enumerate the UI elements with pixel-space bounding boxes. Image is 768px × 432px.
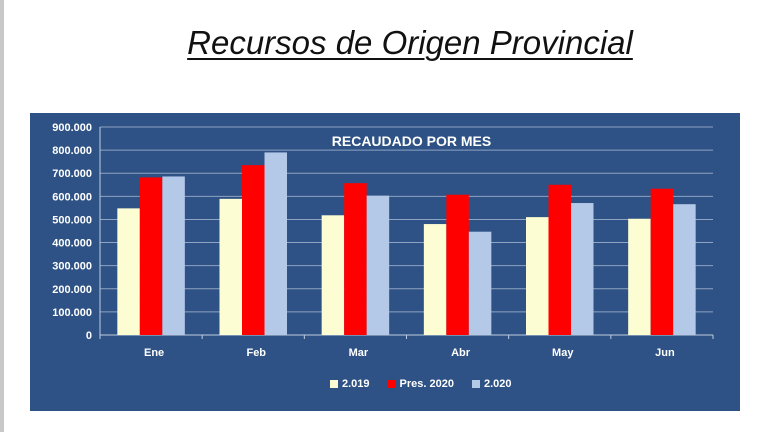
y-tick-label: 700.000: [52, 168, 92, 180]
bar-jun-series-0: [628, 218, 651, 335]
bar-mar-series-1: [344, 183, 367, 335]
y-tick-label: 800.000: [52, 145, 92, 157]
legend-item-2019: 2.019: [330, 378, 370, 390]
chart-title: RECAUDADO POR MES: [331, 133, 492, 149]
bar-jun-series-2: [673, 204, 696, 335]
window-left-edge: [0, 0, 4, 432]
bar-may-series-2: [571, 203, 594, 335]
bar-chart: 0 100.000 200.000 300.000 400.000 500.000 600.…: [52, 122, 714, 359]
legend-label-2019: 2.019: [342, 378, 370, 390]
legend-item-2020: 2.020: [471, 378, 512, 390]
x-tick-label: May: [552, 347, 574, 359]
bar-ene-series-1: [139, 177, 163, 335]
chart-legend: 2.019 Pres. 2020 2.020: [330, 378, 512, 390]
y-tick-label: 100.000: [52, 307, 92, 319]
bar-mar-series-2: [366, 195, 390, 335]
legend-label-pres-2020: Pres. 2020: [399, 378, 454, 390]
legend-swatch-2019: [330, 380, 338, 388]
bar-mar-series-0: [321, 215, 345, 335]
y-tick-label: 200.000: [52, 284, 92, 296]
legend-label-2020: 2.020: [483, 378, 512, 390]
y-tick-label: 600.000: [52, 191, 92, 203]
x-tick-label: Feb: [246, 347, 266, 359]
bar-feb-series-2: [264, 152, 287, 335]
x-tick-label: Mar: [349, 347, 369, 359]
page-title: Recursos de Origen Provincial: [187, 24, 633, 61]
bar-feb-series-1: [242, 165, 265, 335]
bar-may-series-0: [526, 217, 549, 335]
y-tick-label: 300.000: [52, 261, 92, 273]
x-tick-label: Abr: [451, 347, 471, 359]
y-tick-label: 400.000: [52, 238, 92, 250]
y-tick-label: 900.000: [52, 122, 92, 134]
y-tick-label: 0: [86, 330, 92, 342]
bar-abr-series-1: [446, 194, 469, 335]
bar-abr-series-0: [423, 224, 447, 335]
legend-swatch-pres-2020: [387, 380, 396, 388]
x-tick-label: Jun: [655, 347, 675, 359]
legend-item-pres-2020: Pres. 2020: [387, 378, 454, 390]
x-tick-label: Ene: [144, 347, 164, 359]
bar-ene-series-0: [117, 208, 140, 335]
bar-feb-series-0: [219, 198, 242, 335]
chart-panel: 0 100.000 200.000 300.000 400.000 500.000 600.…: [30, 113, 740, 411]
y-tick-label: 500.000: [52, 214, 92, 226]
legend-swatch-2020: [471, 380, 480, 388]
bar-abr-series-2: [468, 231, 492, 335]
bar-jun-series-1: [650, 188, 674, 335]
bar-ene-series-2: [162, 176, 185, 335]
bar-may-series-1: [548, 184, 571, 335]
